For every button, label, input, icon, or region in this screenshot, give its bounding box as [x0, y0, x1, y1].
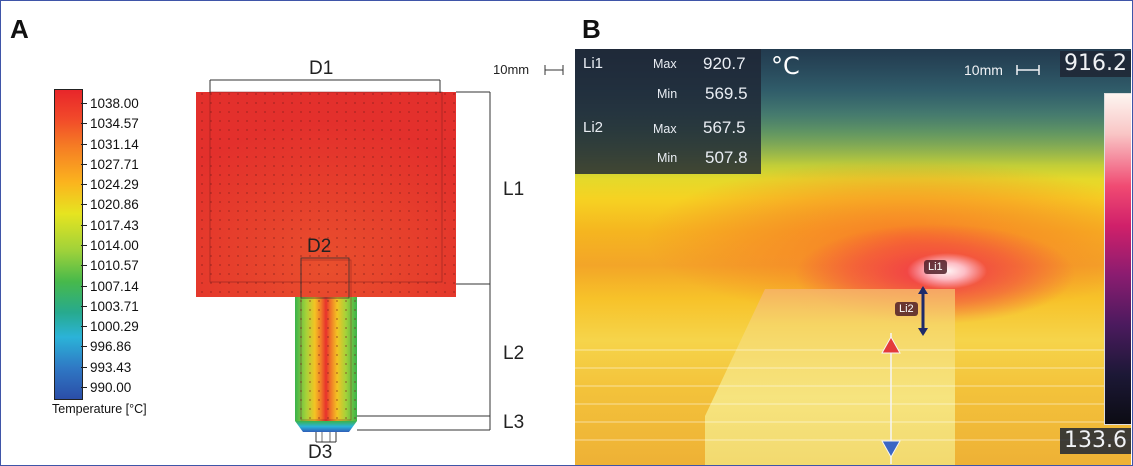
li2-label: Li2 — [583, 119, 604, 136]
scale-label-b: 10mm — [964, 62, 1003, 78]
colorbar-tick — [81, 245, 87, 246]
colorbar-tick-label: 1038.00 — [90, 96, 139, 111]
colorbar-tick-label: 996.86 — [90, 339, 132, 355]
colorbar-tick — [81, 305, 87, 307]
label-l3: L3 — [503, 412, 525, 433]
li1-max-label: Max — [653, 57, 677, 71]
colorbar-tick — [81, 163, 87, 165]
label-d2: D2 — [307, 236, 332, 257]
scale-label-a: 10mm — [493, 62, 530, 77]
temperature-colorbar — [54, 89, 83, 400]
colorbar-tick — [81, 285, 87, 287]
colorbar-tick — [81, 184, 87, 186]
li1-label: Li1 — [583, 55, 604, 72]
colorbar-tick-label: 1007.14 — [90, 278, 139, 294]
colorbar-tick-label: 1003.71 — [90, 298, 139, 314]
colorbar-tick-label: 1031.14 — [90, 136, 139, 152]
colorbar-tick-label: 1027.71 — [90, 156, 139, 172]
colorbar-title: Temperature [°C] — [52, 402, 147, 416]
label-d1: D1 — [309, 58, 334, 79]
colorbar-tick — [81, 143, 87, 145]
li1-line-marker — [881, 333, 901, 464]
colorbar-tick-label: 1014.00 — [90, 238, 139, 253]
min-readout: 133.6 — [1060, 428, 1131, 454]
li2-min-label: Min — [657, 151, 678, 165]
colorbar-tick-label: 1010.57 — [90, 258, 139, 274]
li2-max-value: 567.5 — [703, 118, 746, 137]
colorbar-tick — [81, 265, 87, 267]
colorbar-tick — [81, 366, 87, 368]
marker-li1: Li1 — [924, 260, 947, 275]
colorbar-tick-label: 990.00 — [90, 380, 132, 395]
colorbar-tick — [81, 387, 87, 388]
colorbar-tick — [81, 103, 87, 104]
colorbar-tick-label: 1020.86 — [90, 197, 139, 213]
thermal-palette-bar — [1104, 93, 1131, 425]
li1-max-value: 920.7 — [703, 54, 746, 73]
colorbar-tick — [81, 326, 87, 328]
colorbar-tick-label: 1024.29 — [90, 177, 139, 193]
label-d3: D3 — [308, 442, 333, 463]
panel-a-letter: A — [10, 14, 29, 44]
colorbar-tick — [81, 224, 87, 226]
li1-min-value: 569.5 — [705, 84, 748, 103]
max-readout: 916.2 — [1060, 51, 1131, 77]
thermal-image: Li1 Max 920.7 °C Min 569.5 Li2 Max 567.5… — [575, 49, 1131, 465]
li2-max-label: Max — [653, 122, 677, 136]
colorbar-tick-label: 993.43 — [90, 359, 132, 375]
label-l1: L1 — [503, 179, 525, 200]
panel-b-letter: B — [582, 14, 601, 44]
li1-min-label: Min — [657, 87, 678, 101]
unit-label: °C — [771, 52, 800, 80]
measurement-panel — [575, 49, 761, 174]
colorbar-tick — [81, 204, 87, 206]
colorbar-tick-label: 1000.29 — [90, 319, 139, 335]
colorbar-tick-label: 1017.43 — [90, 217, 139, 233]
li2-min-value: 507.8 — [705, 148, 748, 167]
colorbar-tick — [81, 346, 87, 348]
label-l2: L2 — [503, 343, 525, 364]
scale-bar-b — [1016, 65, 1040, 75]
li2-line-marker — [918, 286, 928, 336]
colorbar-tick-label: 1034.57 — [90, 116, 139, 132]
colorbar-tick — [81, 123, 87, 125]
marker-li2: Li2 — [895, 302, 918, 317]
